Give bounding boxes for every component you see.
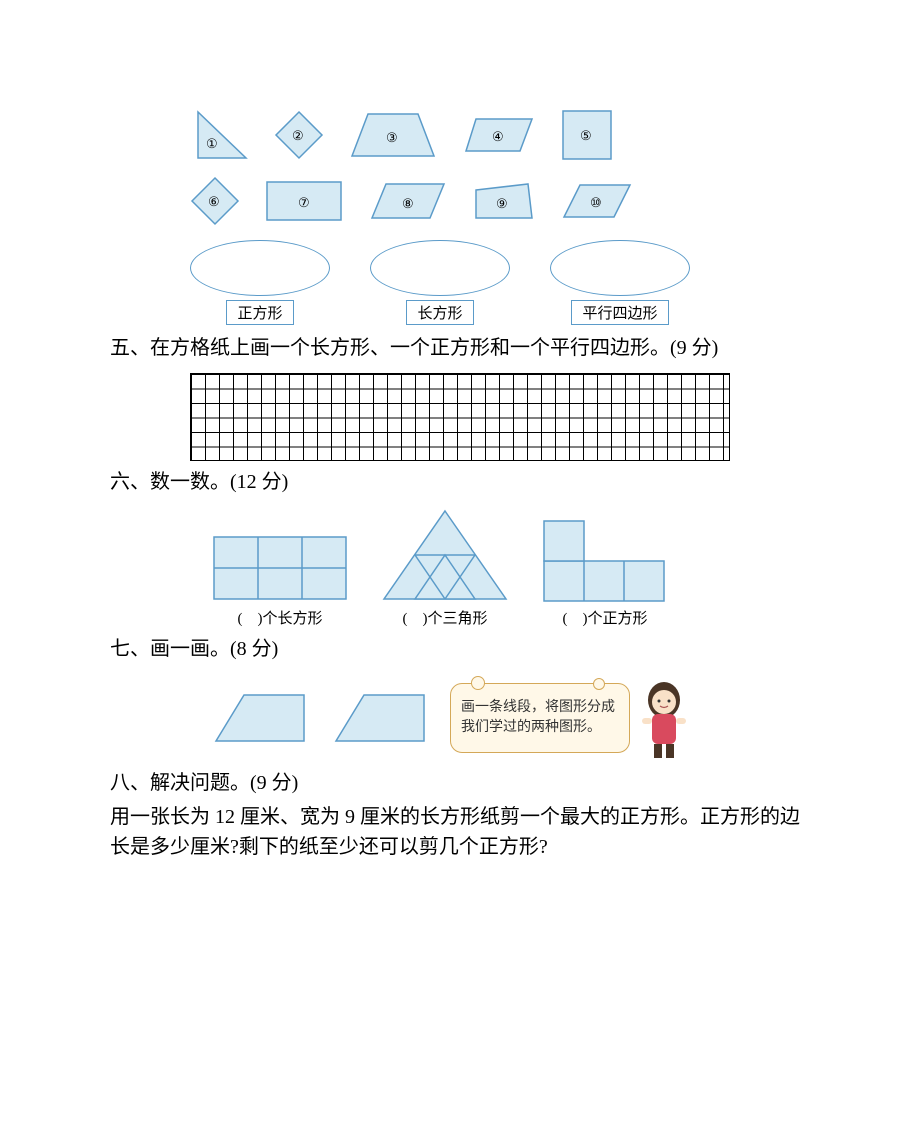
shapes-row-1: ① ② ③ ④ ⑤ xyxy=(190,108,810,162)
shape-7: ⑦ xyxy=(264,179,344,223)
count-sq-figure xyxy=(540,517,670,603)
shape-number: ⑩ xyxy=(590,195,602,211)
bin-oval xyxy=(190,240,330,296)
shapes-row-2: ⑥ ⑦ ⑧ ⑨ ⑩ xyxy=(190,176,810,226)
count-rect-group: ( )个长方形 xyxy=(210,533,350,628)
count-tri-group: ( )个三角形 xyxy=(380,507,510,628)
count-rect-figure xyxy=(210,533,350,603)
shape-number: ③ xyxy=(386,130,398,146)
shape-4: ④ xyxy=(462,115,536,155)
shape-number: ⑤ xyxy=(580,128,592,144)
grid-paper xyxy=(190,373,730,461)
shape-number: ⑨ xyxy=(496,196,508,212)
shape-number: ⑦ xyxy=(298,195,310,211)
bin-oval xyxy=(370,240,510,296)
shape-number: ⑥ xyxy=(208,194,220,210)
draw-shape-2 xyxy=(330,689,430,747)
draw-shape-1 xyxy=(210,689,310,747)
callout: 画一条线段，将图形分成我们学过的两种图形。 xyxy=(450,683,630,753)
count-tri-figure xyxy=(380,507,510,603)
shape-number: ④ xyxy=(492,129,504,145)
count-caption: ( )个三角形 xyxy=(403,607,488,628)
shape-3: ③ xyxy=(348,110,438,160)
section5-text: 五、在方格纸上画一个长方形、一个正方形和一个平行四边形。(9 分) xyxy=(110,333,810,363)
shape-9: ⑨ xyxy=(472,180,536,222)
count-row: ( )个长方形 ( )个三角形 ( )个正方形 xyxy=(210,507,810,628)
bin-label: 长方形 xyxy=(406,300,473,325)
section8-text: 八、解决问题。(9 分) xyxy=(110,768,810,798)
callout-text: 画一条线段，将图形分成我们学过的两种图形。 xyxy=(461,698,619,737)
count-caption: ( )个正方形 xyxy=(563,607,648,628)
draw-row: 画一条线段，将图形分成我们学过的两种图形。 xyxy=(210,674,810,762)
shape-1: ① xyxy=(190,108,250,162)
shape-number: ① xyxy=(206,136,218,152)
count-caption: ( )个长方形 xyxy=(238,607,323,628)
count-sq-group: ( )个正方形 xyxy=(540,517,670,628)
shape-number: ② xyxy=(292,128,304,144)
callout-group: 画一条线段，将图形分成我们学过的两种图形。 xyxy=(450,674,694,762)
bin-label: 平行四边形 xyxy=(571,300,668,325)
bin-square: 正方形 xyxy=(190,240,330,325)
shape-6: ⑥ xyxy=(190,176,240,226)
shape-10: ⑩ xyxy=(560,181,634,221)
bin-rect: 长方形 xyxy=(370,240,510,325)
section6-text: 六、数一数。(12 分) xyxy=(110,467,810,497)
shapes-classification-figure: ① ② ③ ④ ⑤ ⑥ ⑦ xyxy=(190,108,810,325)
bins-row: 正方形 长方形 平行四边形 xyxy=(190,240,810,325)
shape-number: ⑧ xyxy=(402,196,414,212)
girl-illustration xyxy=(634,674,694,762)
section7-text: 七、画一画。(8 分) xyxy=(110,634,810,664)
shape-8: ⑧ xyxy=(368,180,448,222)
shape-5: ⑤ xyxy=(560,108,614,162)
bin-oval xyxy=(550,240,690,296)
shape-2: ② xyxy=(274,110,324,160)
section8-problem: 用一张长为 12 厘米、宽为 9 厘米的长方形纸剪一个最大的正方形。正方形的边长… xyxy=(110,802,810,862)
bin-label: 正方形 xyxy=(226,300,293,325)
bin-para: 平行四边形 xyxy=(550,240,690,325)
